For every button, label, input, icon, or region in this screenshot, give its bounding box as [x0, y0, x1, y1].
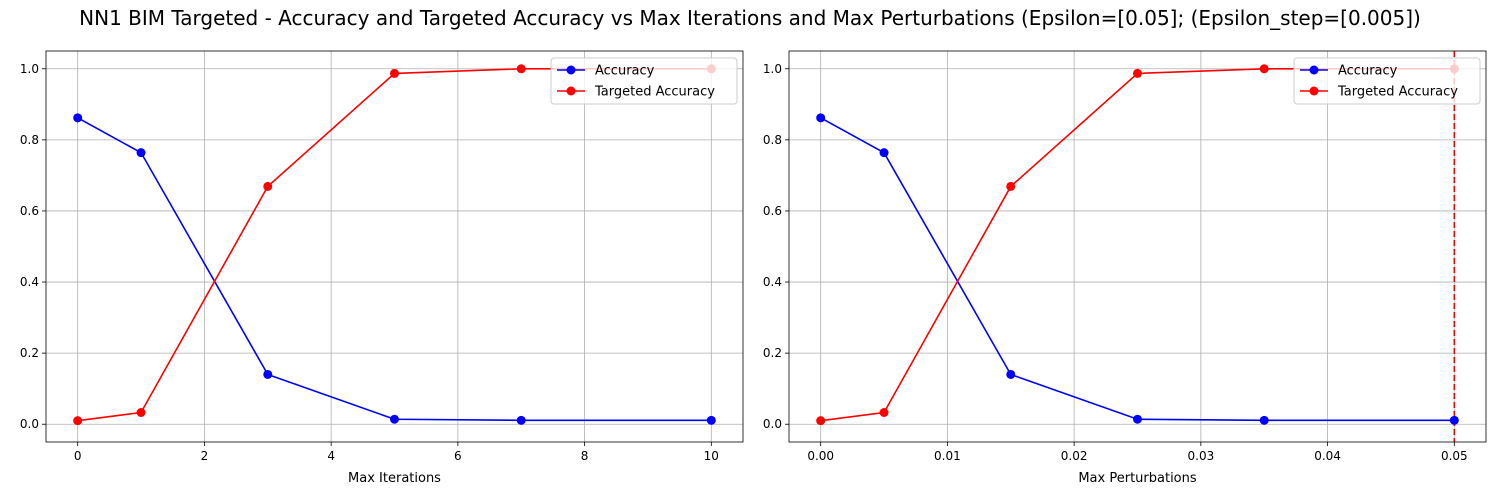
- legend-label: Accuracy: [595, 64, 655, 79]
- data-point: [516, 64, 526, 74]
- data-point: [136, 407, 146, 417]
- data-point: [516, 415, 526, 425]
- subplot-1: 0 2 4 6 8 10 0.0 0.2 0.4 0.6 0.8 1.0 Max Iterations A…: [20, 50, 744, 486]
- y-tick-label: 0.6: [763, 204, 782, 218]
- y-tick-label: 0.6: [20, 204, 39, 218]
- x-tick-label: 0.02: [1061, 449, 1088, 463]
- x-tick-label: 0.01: [934, 449, 961, 463]
- legend: Accuracy Targeted Accuracy: [550, 57, 738, 105]
- legend-marker: [566, 86, 576, 96]
- legend-marker: [1309, 86, 1319, 96]
- figure-title: NN1 BIM Targeted - Accuracy and Targeted…: [79, 6, 1421, 30]
- series-line-1: [820, 117, 1455, 422]
- x-tick-label: 4: [327, 449, 335, 463]
- x-tick-label: 6: [454, 449, 462, 463]
- legend-label: Targeted Accuracy: [1337, 85, 1458, 100]
- data-point: [1449, 415, 1459, 425]
- legend-label: Targeted Accuracy: [594, 85, 715, 100]
- y-tick-label: 0.8: [763, 133, 782, 147]
- x-tick-label: 10: [704, 449, 719, 463]
- legend-label: Accuracy: [1338, 64, 1398, 79]
- y-tick-label: 1.0: [20, 62, 39, 76]
- data-point: [390, 414, 399, 424]
- y-tick-label: 0.2: [763, 346, 782, 360]
- x-axis-label: Max Iterations: [348, 471, 441, 486]
- data-point: [1006, 181, 1016, 191]
- legend-marker: [1309, 65, 1319, 75]
- x-tick-label: 8: [581, 449, 589, 463]
- x-axis-label: Max Perturbations: [1078, 471, 1197, 486]
- y-tick-label: 0.0: [763, 417, 782, 431]
- y-tick-label: 0.4: [20, 275, 39, 289]
- data-point: [263, 369, 273, 379]
- x-tick-label: 0.00: [807, 449, 834, 463]
- y-tick-label: 1.0: [763, 62, 782, 76]
- data-point: [1133, 68, 1142, 78]
- legend-frame: [1293, 57, 1481, 105]
- axes-frame: [45, 50, 744, 443]
- data-point: [706, 415, 716, 425]
- data-point: [1006, 369, 1016, 379]
- data-point: [816, 416, 826, 426]
- series-line-1: [77, 117, 712, 422]
- data-point: [73, 113, 83, 123]
- data-point: [879, 407, 889, 417]
- legend: Accuracy Targeted Accuracy: [1293, 57, 1481, 105]
- y-tick-label: 0.0: [20, 417, 39, 431]
- data-point: [263, 181, 273, 191]
- data-point: [136, 148, 146, 158]
- x-tick-label: 0: [74, 449, 82, 463]
- subplot-2: 0.00 0.01 0.02 0.03 0.04 0.05 0.0 0.2 0.4 0.6 0.8 1…: [763, 50, 1487, 486]
- y-tick-label: 0.2: [20, 346, 39, 360]
- x-tick-label: 0.03: [1188, 449, 1215, 463]
- data-point: [1133, 414, 1142, 424]
- data-point: [816, 113, 826, 123]
- data-point: [1259, 415, 1269, 425]
- x-tick-label: 2: [201, 449, 209, 463]
- data-point: [879, 148, 889, 158]
- data-point: [390, 68, 399, 78]
- x-tick-label: 0.05: [1441, 449, 1468, 463]
- y-tick-label: 0.8: [20, 133, 39, 147]
- series-line-2: [820, 67, 1455, 422]
- legend-frame: [550, 57, 738, 105]
- data-point: [1259, 64, 1269, 74]
- x-tick-label: 0.04: [1314, 449, 1341, 463]
- data-point: [73, 416, 83, 426]
- y-tick-label: 0.4: [763, 275, 782, 289]
- legend-marker: [566, 65, 576, 75]
- series-line-2: [77, 67, 712, 422]
- axes-frame: [788, 50, 1487, 443]
